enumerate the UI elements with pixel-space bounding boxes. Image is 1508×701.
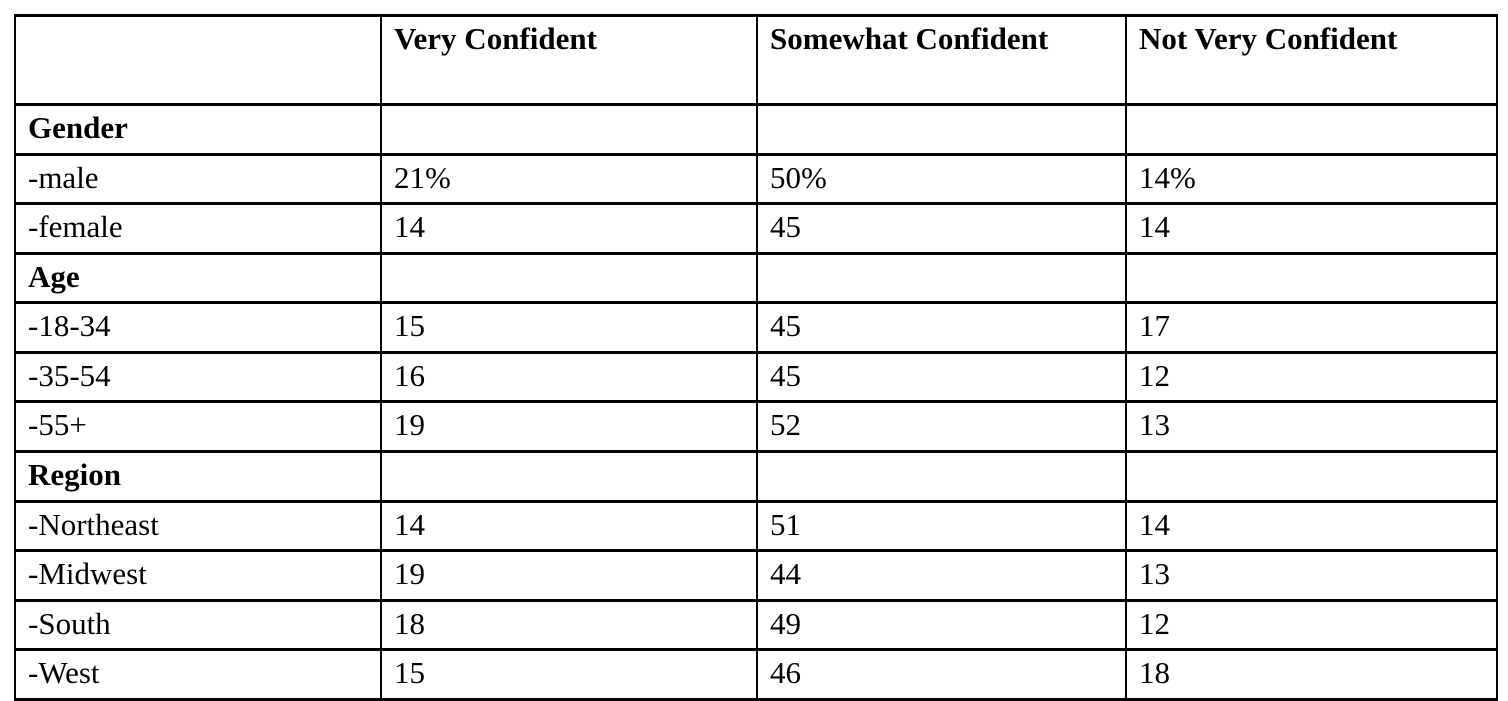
value-cell [380, 251, 758, 305]
table-row: -Northeast 14 51 14 [14, 499, 1498, 553]
value-cell: 12 [1125, 598, 1498, 652]
value-cell: 14 [380, 202, 758, 255]
table-row: -55+ 19 52 13 [14, 400, 1498, 454]
header-row: Very Confident Somewhat Confident Not Ve… [14, 14, 1498, 106]
value-cell: 44 [756, 549, 1127, 602]
row-label-cell: -18-34 [14, 301, 382, 354]
value-cell: 17 [1125, 301, 1498, 354]
table-row: -Midwest 19 44 13 [14, 549, 1498, 602]
value-cell [380, 103, 758, 156]
value-cell: 18 [380, 598, 758, 652]
value-cell: 21% [380, 152, 758, 206]
row-label-cell: Gender [14, 103, 382, 156]
row-label-cell: Age [14, 251, 382, 305]
value-cell: 46 [756, 648, 1127, 701]
section-row: Gender [14, 103, 1498, 156]
value-cell: 14 [1125, 202, 1498, 255]
value-cell: 18 [1125, 648, 1498, 701]
table-row: -South 18 49 12 [14, 598, 1498, 652]
row-label-cell: -South [14, 598, 382, 652]
row-label-cell: -Northeast [14, 499, 382, 553]
row-label-cell: -female [14, 202, 382, 255]
value-cell: 19 [380, 549, 758, 602]
value-cell: 16 [380, 350, 758, 404]
value-cell [1125, 103, 1498, 156]
column-header-very-confident: Very Confident [380, 14, 758, 106]
value-cell: 49 [756, 598, 1127, 652]
row-label-cell: -Midwest [14, 549, 382, 602]
value-cell [756, 450, 1127, 503]
table-row: -female 14 45 14 [14, 202, 1498, 255]
table-row: -35-54 16 45 12 [14, 350, 1498, 404]
section-row: Region [14, 450, 1498, 503]
document-page: Very Confident Somewhat Confident Not Ve… [14, 14, 1498, 701]
value-cell [756, 103, 1127, 156]
table-row: -male 21% 50% 14% [14, 152, 1498, 206]
table-row: -West 15 46 18 [14, 648, 1498, 701]
value-cell: 45 [756, 301, 1127, 354]
value-cell: 52 [756, 400, 1127, 454]
value-cell: 15 [380, 648, 758, 701]
column-header-somewhat-confident: Somewhat Confident [756, 14, 1127, 106]
row-label-cell: -West [14, 648, 382, 701]
value-cell: 14 [380, 499, 758, 553]
column-header-not-very-confident: Not Very Confident [1125, 14, 1498, 106]
column-header-blank [14, 14, 382, 106]
confidence-table: Very Confident Somewhat Confident Not Ve… [14, 14, 1498, 701]
value-cell: 45 [756, 202, 1127, 255]
value-cell: 13 [1125, 549, 1498, 602]
value-cell: 14% [1125, 152, 1498, 206]
value-cell: 12 [1125, 350, 1498, 404]
value-cell [756, 251, 1127, 305]
value-cell: 13 [1125, 400, 1498, 454]
table-row: -18-34 15 45 17 [14, 301, 1498, 354]
value-cell: 50% [756, 152, 1127, 206]
section-row: Age [14, 251, 1498, 305]
table-body: Gender -male 21% 50% 14% -female 14 45 14 Age -18-… [14, 103, 1498, 701]
value-cell: 51 [756, 499, 1127, 553]
value-cell [1125, 251, 1498, 305]
row-label-cell: -55+ [14, 400, 382, 454]
value-cell [380, 450, 758, 503]
value-cell [1125, 450, 1498, 503]
value-cell: 19 [380, 400, 758, 454]
value-cell: 45 [756, 350, 1127, 404]
row-label-cell: -35-54 [14, 350, 382, 404]
value-cell: 14 [1125, 499, 1498, 553]
row-label-cell: -male [14, 152, 382, 206]
value-cell: 15 [380, 301, 758, 354]
row-label-cell: Region [14, 450, 382, 503]
